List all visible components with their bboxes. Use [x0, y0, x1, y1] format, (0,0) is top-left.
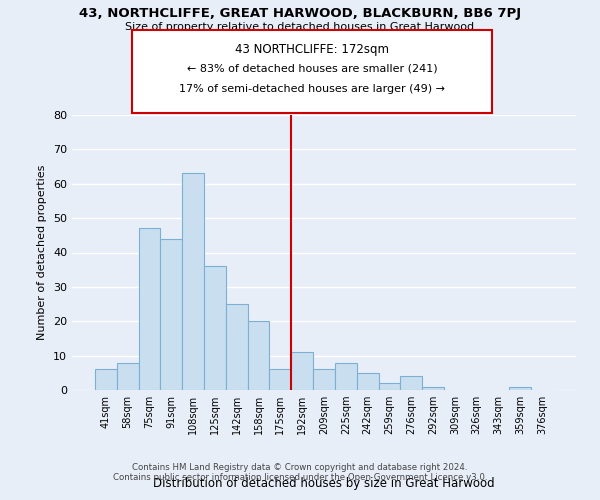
Bar: [269, 370, 291, 390]
Bar: [226, 304, 248, 390]
Text: ← 83% of detached houses are smaller (241): ← 83% of detached houses are smaller (24…: [187, 64, 437, 74]
Bar: [291, 352, 313, 390]
Bar: [117, 362, 139, 390]
Bar: [422, 386, 444, 390]
Bar: [160, 239, 182, 390]
Text: Contains public sector information licensed under the Open Government Licence v3: Contains public sector information licen…: [113, 474, 487, 482]
Bar: [182, 174, 204, 390]
Y-axis label: Number of detached properties: Number of detached properties: [37, 165, 47, 340]
Bar: [248, 322, 269, 390]
Text: 43 NORTHCLIFFE: 172sqm: 43 NORTHCLIFFE: 172sqm: [235, 42, 389, 56]
Text: Contains HM Land Registry data © Crown copyright and database right 2024.: Contains HM Land Registry data © Crown c…: [132, 464, 468, 472]
Bar: [204, 266, 226, 390]
Bar: [400, 376, 422, 390]
Text: 43, NORTHCLIFFE, GREAT HARWOOD, BLACKBURN, BB6 7PJ: 43, NORTHCLIFFE, GREAT HARWOOD, BLACKBUR…: [79, 8, 521, 20]
Bar: [379, 383, 400, 390]
Bar: [357, 373, 379, 390]
Bar: [313, 370, 335, 390]
Bar: [95, 370, 117, 390]
Text: Size of property relative to detached houses in Great Harwood: Size of property relative to detached ho…: [125, 22, 475, 32]
Text: 17% of semi-detached houses are larger (49) →: 17% of semi-detached houses are larger (…: [179, 84, 445, 94]
Bar: [139, 228, 160, 390]
Bar: [509, 386, 531, 390]
Bar: [335, 362, 357, 390]
Text: Distribution of detached houses by size in Great Harwood: Distribution of detached houses by size …: [153, 477, 495, 490]
